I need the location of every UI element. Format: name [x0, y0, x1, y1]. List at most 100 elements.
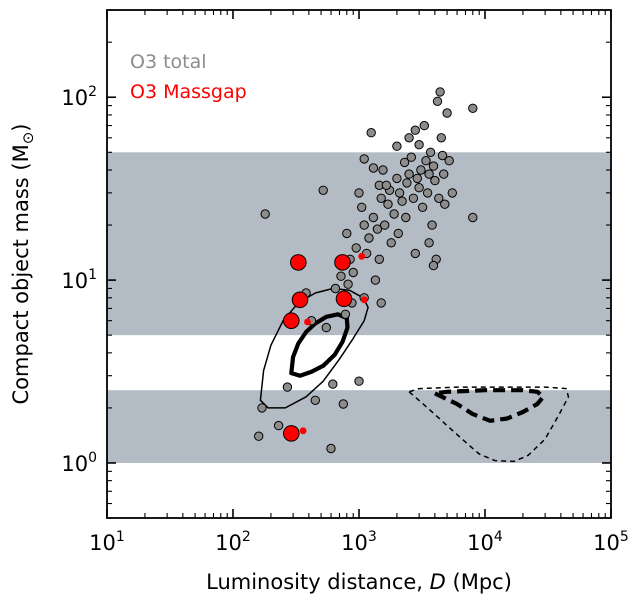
point-o3-total — [435, 87, 445, 97]
point-o3-total — [408, 193, 419, 204]
legend: O3 total O3 Massgap — [130, 51, 247, 103]
point-o3-massgap — [291, 291, 309, 309]
mass-band-0 — [107, 152, 611, 336]
point-o3-total — [383, 199, 393, 209]
point-o3-total — [437, 150, 448, 161]
point-o3-total — [260, 209, 270, 219]
point-o3-massgap — [360, 296, 368, 304]
point-o3-total — [424, 238, 434, 248]
point-o3-total — [342, 228, 352, 239]
point-o3-total — [393, 228, 403, 239]
x-tick-label: 103 — [341, 529, 377, 555]
point-o3-total — [401, 212, 411, 223]
point-o3-total — [370, 275, 381, 285]
point-o3-total — [428, 260, 439, 271]
contour-dashed-thick — [432, 388, 546, 423]
point-o3-total — [359, 220, 369, 230]
point-o3-total — [417, 202, 428, 213]
point-o3-total — [468, 103, 478, 114]
x-tick-label: 105 — [593, 529, 629, 555]
point-o3-total — [351, 243, 361, 253]
point-o3-total — [404, 169, 414, 179]
point-o3-total — [410, 248, 420, 259]
point-o3-total — [359, 154, 369, 164]
point-o3-total — [410, 125, 420, 135]
point-o3-total — [376, 193, 386, 204]
point-o3-massgap — [283, 312, 300, 330]
point-o3-total — [326, 443, 336, 454]
point-o3-total — [468, 212, 478, 223]
point-o3-total — [338, 399, 348, 409]
x-axis-label: Luminosity distance, D (Mpc) — [206, 570, 512, 594]
point-o3-total — [442, 108, 452, 118]
point-o3-total — [310, 395, 320, 405]
point-o3-total — [399, 157, 410, 168]
point-o3-total — [425, 147, 436, 158]
point-o3-massgap — [335, 290, 353, 308]
point-o3-total — [414, 183, 424, 193]
y-tick-label: 101 — [61, 267, 97, 293]
point-o3-total — [412, 173, 422, 184]
point-o3-total — [421, 156, 431, 166]
point-o3-massgap — [358, 252, 366, 260]
y-tick-label: 102 — [61, 84, 97, 110]
point-o3-total — [386, 238, 396, 248]
point-o3-total — [397, 196, 407, 206]
y-axis-label: Compact object mass (M⊙) — [9, 124, 37, 405]
contour-dashed-thin — [408, 386, 570, 463]
point-o3-total — [381, 180, 392, 191]
point-o3-total — [321, 322, 331, 333]
mass-band-1 — [107, 390, 611, 463]
point-o3-total — [430, 175, 440, 186]
point-o3-total — [419, 120, 429, 131]
point-o3-total — [257, 403, 267, 413]
point-o3-total — [340, 309, 351, 319]
point-o3-total — [439, 169, 449, 179]
point-o3-total — [392, 141, 402, 151]
point-o3-total — [378, 165, 388, 175]
point-o3-total — [436, 133, 446, 143]
point-o3-total — [328, 379, 338, 389]
point-o3-total — [432, 96, 443, 107]
point-o3-total — [372, 224, 383, 234]
point-o3-total — [402, 178, 412, 188]
point-o3-total — [354, 188, 364, 198]
point-o3-total — [380, 220, 390, 230]
point-o3-total — [440, 199, 450, 209]
point-o3-total — [330, 283, 341, 294]
point-o3-total — [366, 128, 376, 138]
point-o3-total — [254, 431, 264, 441]
point-o3-total — [282, 382, 293, 392]
point-o3-total — [336, 271, 346, 281]
point-o3-total — [376, 298, 386, 308]
point-o3-total — [357, 202, 367, 213]
point-o3-total — [434, 193, 444, 204]
point-o3-total — [368, 163, 379, 173]
point-o3-massgap — [304, 318, 311, 326]
x-tick-label: 101 — [89, 529, 125, 555]
legend-label-o3-total: O3 total — [130, 51, 207, 73]
point-o3-total — [368, 212, 379, 223]
point-o3-total — [428, 161, 439, 171]
point-o3-total — [374, 254, 384, 264]
x-tick-label: 104 — [467, 529, 503, 555]
point-o3-total — [348, 267, 358, 278]
point-o3-total — [447, 188, 457, 198]
point-o3-massgap — [299, 427, 307, 435]
point-o3-total — [318, 185, 328, 196]
point-o3-total — [364, 233, 374, 243]
point-o3-total — [404, 133, 414, 143]
legend-label-o3-massgap: O3 Massgap — [130, 81, 247, 103]
point-o3-total — [392, 173, 402, 184]
point-o3-total — [343, 279, 353, 289]
point-o3-total — [389, 209, 399, 219]
point-o3-total — [416, 165, 426, 175]
point-o3-total — [427, 220, 437, 230]
point-o3-total — [414, 140, 424, 150]
point-o3-massgap — [334, 254, 351, 271]
point-o3-massgap — [290, 254, 307, 271]
x-tick-label: 102 — [215, 529, 251, 555]
point-o3-total — [394, 188, 405, 198]
point-o3-total — [422, 188, 433, 198]
